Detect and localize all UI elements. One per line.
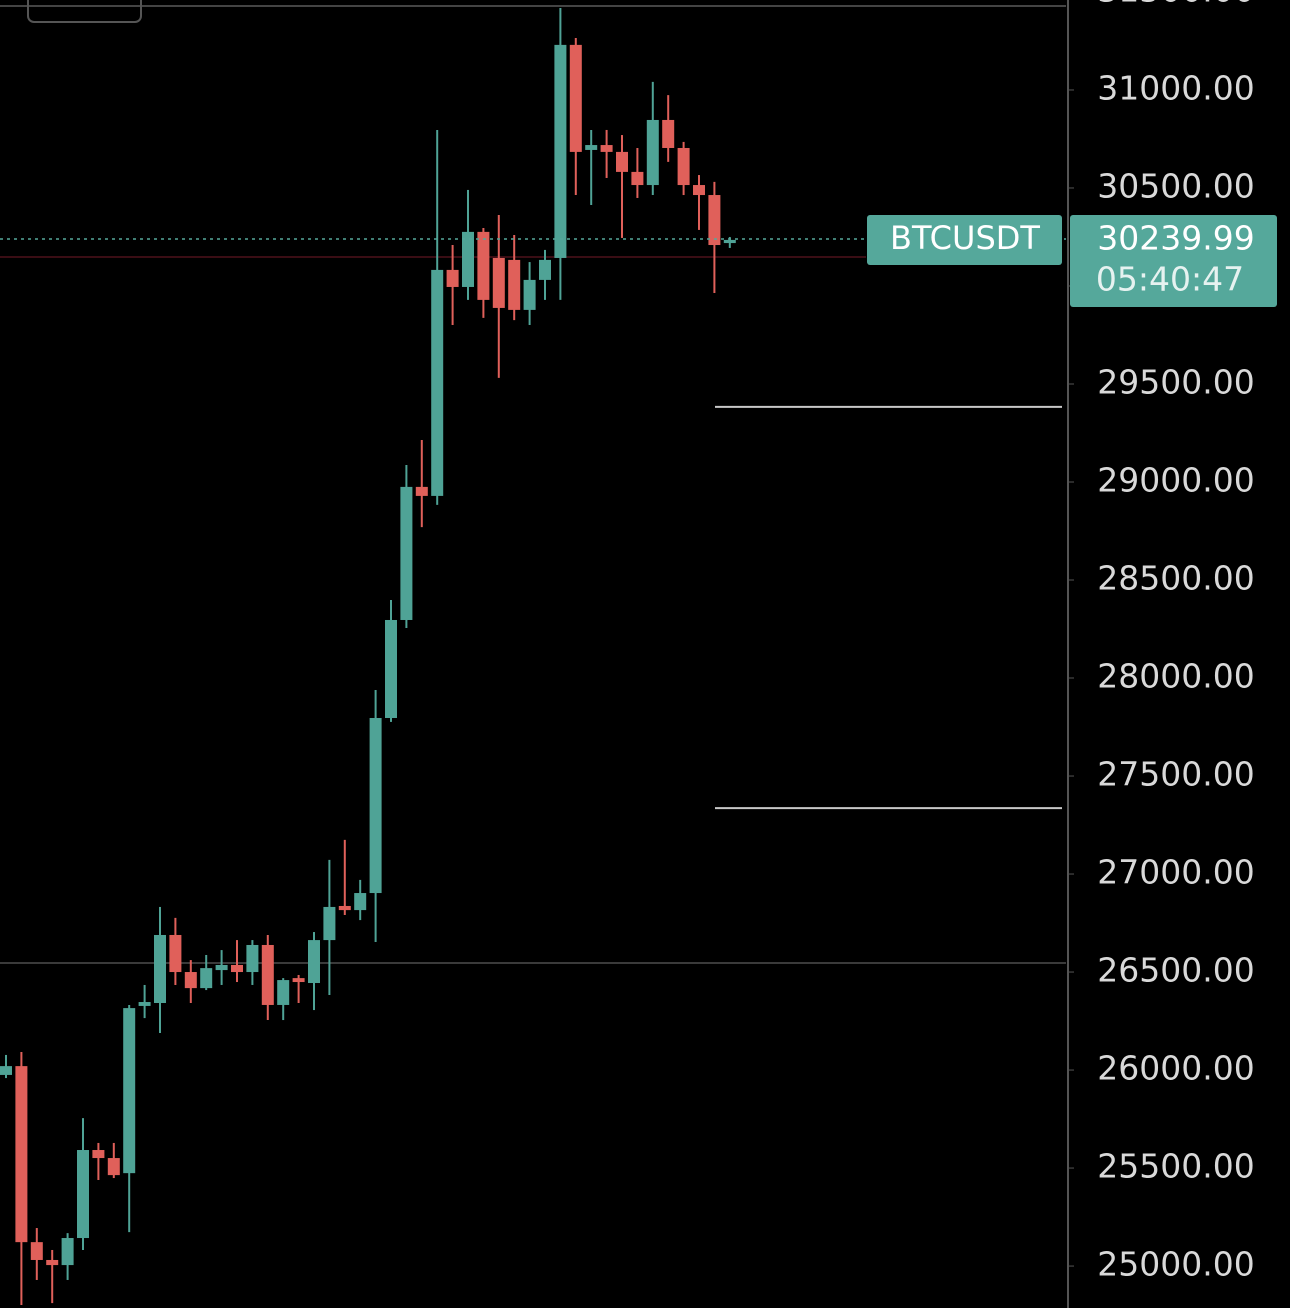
candle-body xyxy=(431,269,444,496)
candle-body xyxy=(0,1066,12,1075)
y-tick-label: 29500.00 xyxy=(1097,362,1254,401)
y-tick-label: 27500.00 xyxy=(1097,755,1254,794)
price-label-bg xyxy=(1070,214,1277,307)
candle-body xyxy=(585,145,598,150)
candle-body xyxy=(523,279,536,310)
candle-body xyxy=(616,151,628,172)
candle-body xyxy=(508,259,521,310)
candle-body xyxy=(646,119,659,186)
candle-body xyxy=(477,231,490,300)
candle-body xyxy=(154,934,166,1004)
y-tick-label: 30500.00 xyxy=(1097,166,1254,205)
candle-body xyxy=(61,1238,74,1266)
candle-body xyxy=(261,944,274,1005)
candle-body xyxy=(369,717,382,894)
candle-body xyxy=(246,944,259,973)
candle-body xyxy=(446,269,459,287)
candle-body xyxy=(539,259,551,280)
y-tick-label: 25500.00 xyxy=(1097,1147,1254,1186)
y-tick-label: 27000.00 xyxy=(1097,853,1254,892)
candle-body xyxy=(77,1150,89,1239)
y-tick-label: 26000.00 xyxy=(1097,1049,1254,1088)
candle-body xyxy=(15,1066,28,1243)
candle-body xyxy=(200,968,213,989)
candle-body xyxy=(600,145,613,152)
candle-body xyxy=(569,44,582,152)
candle-body xyxy=(415,486,428,496)
candle-body xyxy=(400,486,413,620)
candle-body xyxy=(215,964,228,971)
candle-body xyxy=(554,44,567,258)
candle-body xyxy=(631,171,644,186)
last-price-label: 30239.99 xyxy=(1097,218,1254,257)
y-tick-label: 31000.00 xyxy=(1097,68,1254,107)
candle-body xyxy=(462,231,474,287)
candle-body xyxy=(308,940,320,984)
countdown-label: 05:40:47 xyxy=(1096,259,1244,298)
candle-body xyxy=(46,1259,59,1266)
symbol-label-bg xyxy=(867,214,1062,265)
y-tick-label: 28000.00 xyxy=(1097,657,1254,696)
candle-body xyxy=(338,905,351,911)
y-tick-label: 26500.00 xyxy=(1097,951,1254,990)
candle-body xyxy=(107,1158,120,1176)
candle-body xyxy=(354,893,367,911)
candle-body xyxy=(169,934,182,973)
candle-body xyxy=(231,964,243,973)
symbol-label: BTCUSDT xyxy=(890,219,1040,257)
candle-body xyxy=(693,185,705,196)
y-tick-label: 28500.00 xyxy=(1097,559,1254,598)
candle-body xyxy=(138,1002,151,1006)
candle-body xyxy=(662,119,675,148)
candle-body xyxy=(723,239,736,244)
y-tick-label: 29000.00 xyxy=(1097,460,1254,499)
candle-body xyxy=(277,980,290,1005)
candle-body xyxy=(385,619,397,718)
candle-body xyxy=(677,147,690,186)
candle-body xyxy=(92,1150,105,1159)
toolbar-button[interactable] xyxy=(27,0,142,23)
candle-body xyxy=(30,1242,43,1260)
candle-body xyxy=(492,257,505,308)
y-tick-label: 25000.00 xyxy=(1097,1245,1254,1284)
candle-body xyxy=(123,1008,136,1174)
y-tick-label: 31500.00 xyxy=(1097,0,1254,9)
candle-body xyxy=(708,195,721,246)
candle-body xyxy=(323,906,336,941)
candle-body xyxy=(184,972,197,989)
candle-body xyxy=(292,978,305,983)
